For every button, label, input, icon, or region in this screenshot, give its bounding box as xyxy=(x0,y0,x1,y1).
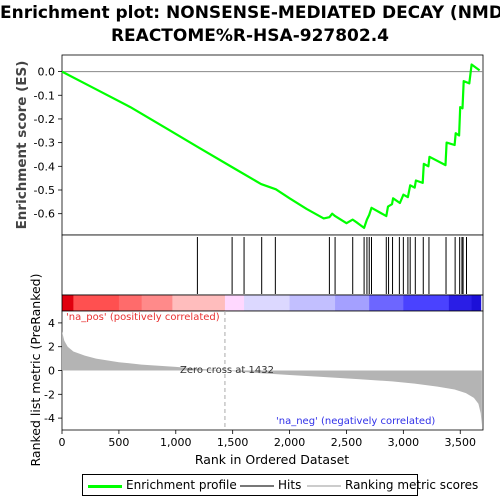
heatmap-segment xyxy=(335,295,370,311)
heatmap-segment xyxy=(289,295,336,311)
x-tick-label: 1,000 xyxy=(160,436,192,449)
heatmap-segment xyxy=(448,295,473,311)
heatmap-segment xyxy=(62,295,74,311)
pos-label: 'na_pos' (positively correlated) xyxy=(66,312,220,323)
x-axis-label: Rank in Ordered Dataset xyxy=(195,452,349,467)
rank-axis-label: Ranked list metric (PreRanked) xyxy=(28,274,43,467)
rank-tick-label: -4 xyxy=(44,412,55,425)
es-tick-label: -0.2 xyxy=(34,113,55,126)
es-tick-label: -0.1 xyxy=(34,89,55,102)
heatmap-segment xyxy=(141,295,173,311)
es-tick-label: -0.6 xyxy=(34,208,55,221)
legend-hits: Hits xyxy=(278,478,302,492)
heatmap-segment xyxy=(244,295,291,311)
heatmap-segment xyxy=(118,295,143,311)
es-tick-label: -0.4 xyxy=(34,160,55,173)
legend-swatch-hits xyxy=(240,485,274,487)
es-curve-line xyxy=(61,63,481,229)
rank-tick-label: -2 xyxy=(44,388,55,401)
x-tick-label: 2,000 xyxy=(274,436,306,449)
heatmap-segment xyxy=(73,295,120,311)
ranked-metric-area xyxy=(62,331,482,426)
legend: Enrichment profile Hits Ranking metric s… xyxy=(82,474,478,496)
chart-title-line2: REACTOME%R-HSA-927802.4 xyxy=(110,26,390,46)
es-panel-frame xyxy=(61,54,484,236)
legend-swatch-ranking xyxy=(307,485,341,487)
heatmap-segment xyxy=(369,295,404,311)
es-tick-label: -0.5 xyxy=(34,184,55,197)
heatmap-segment xyxy=(172,295,226,311)
rank-tick-label: 0 xyxy=(48,365,55,378)
neg-label: 'na_neg' (negatively correlated) xyxy=(276,416,435,427)
es-tick-label: -0.3 xyxy=(34,137,55,150)
chart-title-line1: Enrichment plot: NONSENSE-MEDIATED DECAY… xyxy=(0,3,500,23)
legend-ranking-metric-scores: Ranking metric scores xyxy=(345,478,479,492)
zero-cross-label: Zero cross at 1432 xyxy=(180,365,274,376)
x-tick-label: 3,000 xyxy=(388,436,420,449)
x-tick-label: 3,500 xyxy=(444,436,476,449)
heatmap-segment xyxy=(471,295,482,311)
rank-tick-label: 4 xyxy=(48,317,55,330)
x-tick-label: 2,500 xyxy=(331,436,363,449)
hits-panel-frame xyxy=(61,234,484,296)
heatmap-segment xyxy=(403,295,450,311)
legend-enrichment-profile: Enrichment profile xyxy=(126,478,237,492)
es-axis-label: Enrichment score (ES) xyxy=(14,61,30,230)
es-tick-label: 0.0 xyxy=(38,66,56,79)
heatmap-segment xyxy=(224,295,245,311)
x-tick-label: 1,500 xyxy=(217,436,249,449)
legend-swatch-enrichment xyxy=(88,485,122,488)
x-tick-label: 0 xyxy=(59,436,66,449)
rank-tick-label: 2 xyxy=(48,341,55,354)
x-tick-label: 500 xyxy=(108,436,129,449)
